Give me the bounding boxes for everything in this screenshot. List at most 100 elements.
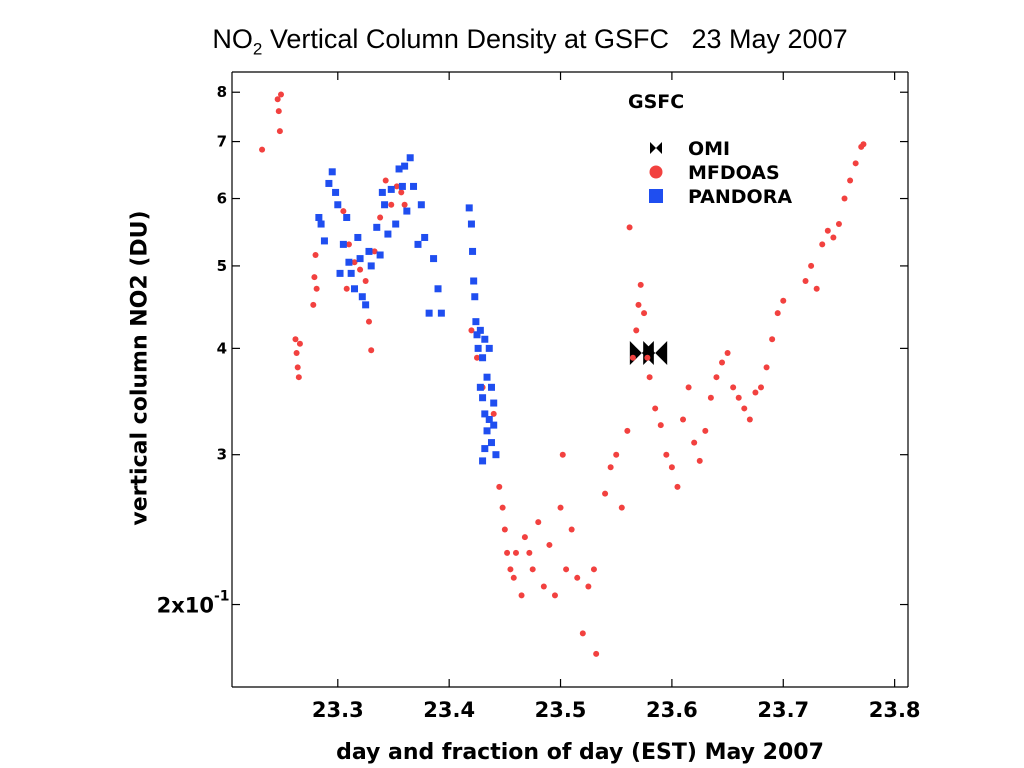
pandora-point	[421, 233, 429, 241]
mfdoas-point	[757, 384, 764, 391]
pandora-point	[483, 427, 491, 435]
pandora-point	[384, 230, 392, 238]
mfdoas-point	[774, 310, 781, 317]
omi-point	[643, 341, 668, 366]
mfdoas-point	[680, 416, 687, 423]
axes-layer: 2x10 -1 3 4 5 6 7 8 23.3 23.4 23.5 23.6 23.7 23.8	[157, 71, 921, 722]
mfdoas-point	[521, 534, 528, 541]
pandora-point	[434, 285, 442, 293]
pandora-point	[403, 207, 411, 215]
mfdoas-point	[637, 281, 644, 288]
mfdoas-point	[557, 504, 564, 511]
pandora-point	[356, 255, 364, 263]
x-tick-label: 23.7	[757, 698, 809, 722]
pandora-point	[406, 154, 414, 162]
mfdoas-point	[769, 336, 776, 343]
mfdoas-point	[830, 234, 837, 241]
mfdoas-point	[635, 301, 642, 308]
pandora-point	[339, 240, 347, 248]
pandora-point	[471, 293, 479, 301]
mfdoas-point	[518, 592, 525, 599]
legend-label: PANDORA	[688, 186, 792, 208]
pandora-point	[343, 213, 351, 221]
points-layer	[259, 91, 867, 657]
pandora-point	[315, 213, 323, 221]
pandora-point	[414, 240, 422, 248]
mfdoas-point	[510, 574, 517, 581]
pandora-point	[358, 293, 366, 301]
x-tick-label: 23.6	[646, 698, 698, 722]
pandora-point	[320, 237, 328, 245]
mfdoas-point	[652, 405, 659, 412]
pandora-point	[487, 383, 495, 391]
mfdoas-point	[563, 566, 570, 573]
pandora-point	[347, 269, 355, 277]
pandora-point	[401, 162, 409, 170]
mfdoas-point	[504, 549, 511, 556]
mfdoas-point	[691, 439, 698, 446]
pandora-point	[472, 318, 480, 326]
mfdoas-point	[259, 146, 266, 153]
mfdoas-point	[568, 526, 575, 533]
bowtie-right	[655, 341, 668, 366]
mfdoas-point	[763, 364, 770, 371]
pandora-point	[381, 201, 389, 209]
x-tick-label: 23.3	[312, 698, 364, 722]
mfdoas-point	[398, 189, 405, 196]
mfdoas-point	[696, 457, 703, 464]
mfdoas-point	[388, 201, 395, 208]
mfdoas-point	[835, 221, 842, 228]
mfdoas-point	[741, 405, 748, 412]
pandora-point	[387, 185, 395, 193]
mfdoas-point	[535, 519, 542, 526]
pandora-point	[365, 247, 373, 255]
mfdoas-point	[468, 327, 475, 334]
mfdoas-point	[847, 177, 854, 184]
mfdoas-point	[752, 389, 759, 396]
pandora-point	[470, 277, 478, 285]
pandora-point	[467, 220, 475, 228]
pandora-point	[476, 383, 484, 391]
mfdoas-point	[540, 583, 547, 590]
pandora-point	[317, 220, 325, 228]
pandora-point	[483, 373, 491, 381]
mfdoas-point	[294, 364, 301, 371]
mfdoas-point	[546, 541, 553, 548]
bowtie-left	[650, 142, 656, 154]
pandora-point	[490, 421, 498, 429]
mfdoas-point	[295, 374, 302, 381]
legend-pandora-marker	[649, 189, 663, 203]
mfdoas-point	[730, 384, 737, 391]
pandora-point	[367, 262, 375, 270]
mfdoas-point	[593, 650, 600, 657]
mfdoas-point	[340, 208, 347, 215]
pandora-point	[479, 394, 487, 402]
mfdoas-point	[819, 241, 826, 248]
y-tick-label: 7	[217, 133, 227, 151]
bowtie-left	[629, 341, 642, 366]
legend-title: GSFC	[628, 91, 684, 113]
pandora-point	[479, 457, 487, 465]
mfdoas-point	[713, 374, 720, 381]
mfdoas-point	[579, 630, 586, 637]
pandora-point	[485, 415, 493, 423]
y-tick-label: 5	[217, 257, 227, 275]
pandora-point	[392, 220, 400, 228]
mfdoas-point	[357, 266, 364, 273]
pandora-point	[328, 168, 336, 176]
pandora-point	[490, 399, 498, 407]
pandora-point	[362, 301, 370, 309]
mfdoas-point	[296, 340, 303, 347]
mfdoas-point	[293, 350, 300, 357]
mfdoas-point	[607, 464, 614, 471]
mfdoas-point	[657, 422, 664, 429]
pandora-point	[481, 410, 489, 418]
mfdoas-point	[860, 141, 867, 148]
mfdoas-point	[702, 427, 709, 434]
legend-omi-marker	[650, 142, 662, 154]
pandora-point	[481, 445, 489, 453]
mfdoas-point	[312, 251, 319, 258]
pandora-point	[417, 201, 425, 209]
mfdoas-point	[311, 274, 318, 281]
